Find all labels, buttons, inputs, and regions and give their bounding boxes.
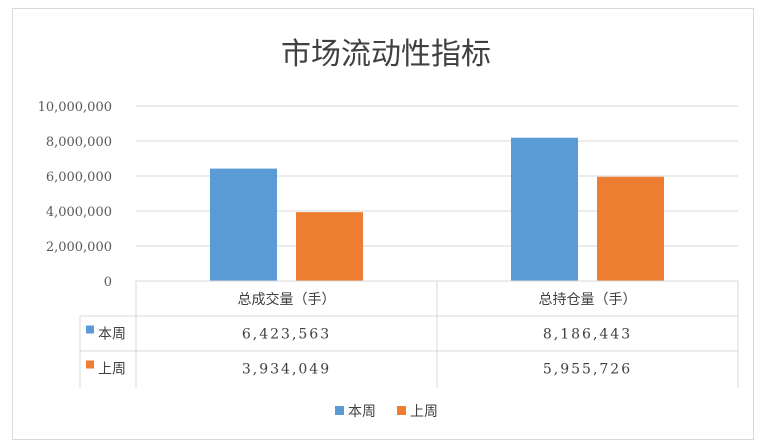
bar-0-1 xyxy=(296,212,363,281)
category-label: 总持仓量（手） xyxy=(539,292,637,308)
data-label: 6,423,563 xyxy=(242,327,331,343)
table-series-key xyxy=(86,325,94,334)
legend-swatch xyxy=(335,406,344,415)
table-series-name: 本周 xyxy=(98,327,126,343)
y-tick-label: 8,000,000 xyxy=(46,135,112,150)
y-axis-ticks: 0 2,000,000 4,000,000 6,000,000 8,000,000 10,… xyxy=(38,100,112,290)
table-series-key xyxy=(86,360,94,369)
data-label: 3,934,049 xyxy=(242,362,331,378)
legend: 本周 上周 xyxy=(335,404,438,420)
chart-title: 市场流动性指标 xyxy=(281,37,491,72)
bar-0-0 xyxy=(210,168,277,281)
category-label: 总成交量（手） xyxy=(238,291,336,308)
bars xyxy=(210,137,664,281)
data-label: 5,955,726 xyxy=(543,362,632,378)
table-series-name: 上周 xyxy=(98,362,126,378)
y-tick-label: 10,000,000 xyxy=(38,100,112,115)
y-tick-label: 6,000,000 xyxy=(46,170,112,185)
bar-1-0 xyxy=(511,137,578,281)
y-tick-label: 4,000,000 xyxy=(46,205,112,220)
legend-label: 本周 xyxy=(348,404,376,420)
bar-1-1 xyxy=(597,176,664,281)
data-label: 8,186,443 xyxy=(543,327,632,343)
data-table: 总成交量（手） 总持仓量（手） 本周 6,423,563 8,186,443 上周 3,93… xyxy=(79,280,739,388)
legend-swatch xyxy=(397,406,406,415)
y-tick-label: 0 xyxy=(104,275,112,290)
legend-label: 上周 xyxy=(410,404,438,420)
y-tick-label: 2,000,000 xyxy=(46,240,112,255)
